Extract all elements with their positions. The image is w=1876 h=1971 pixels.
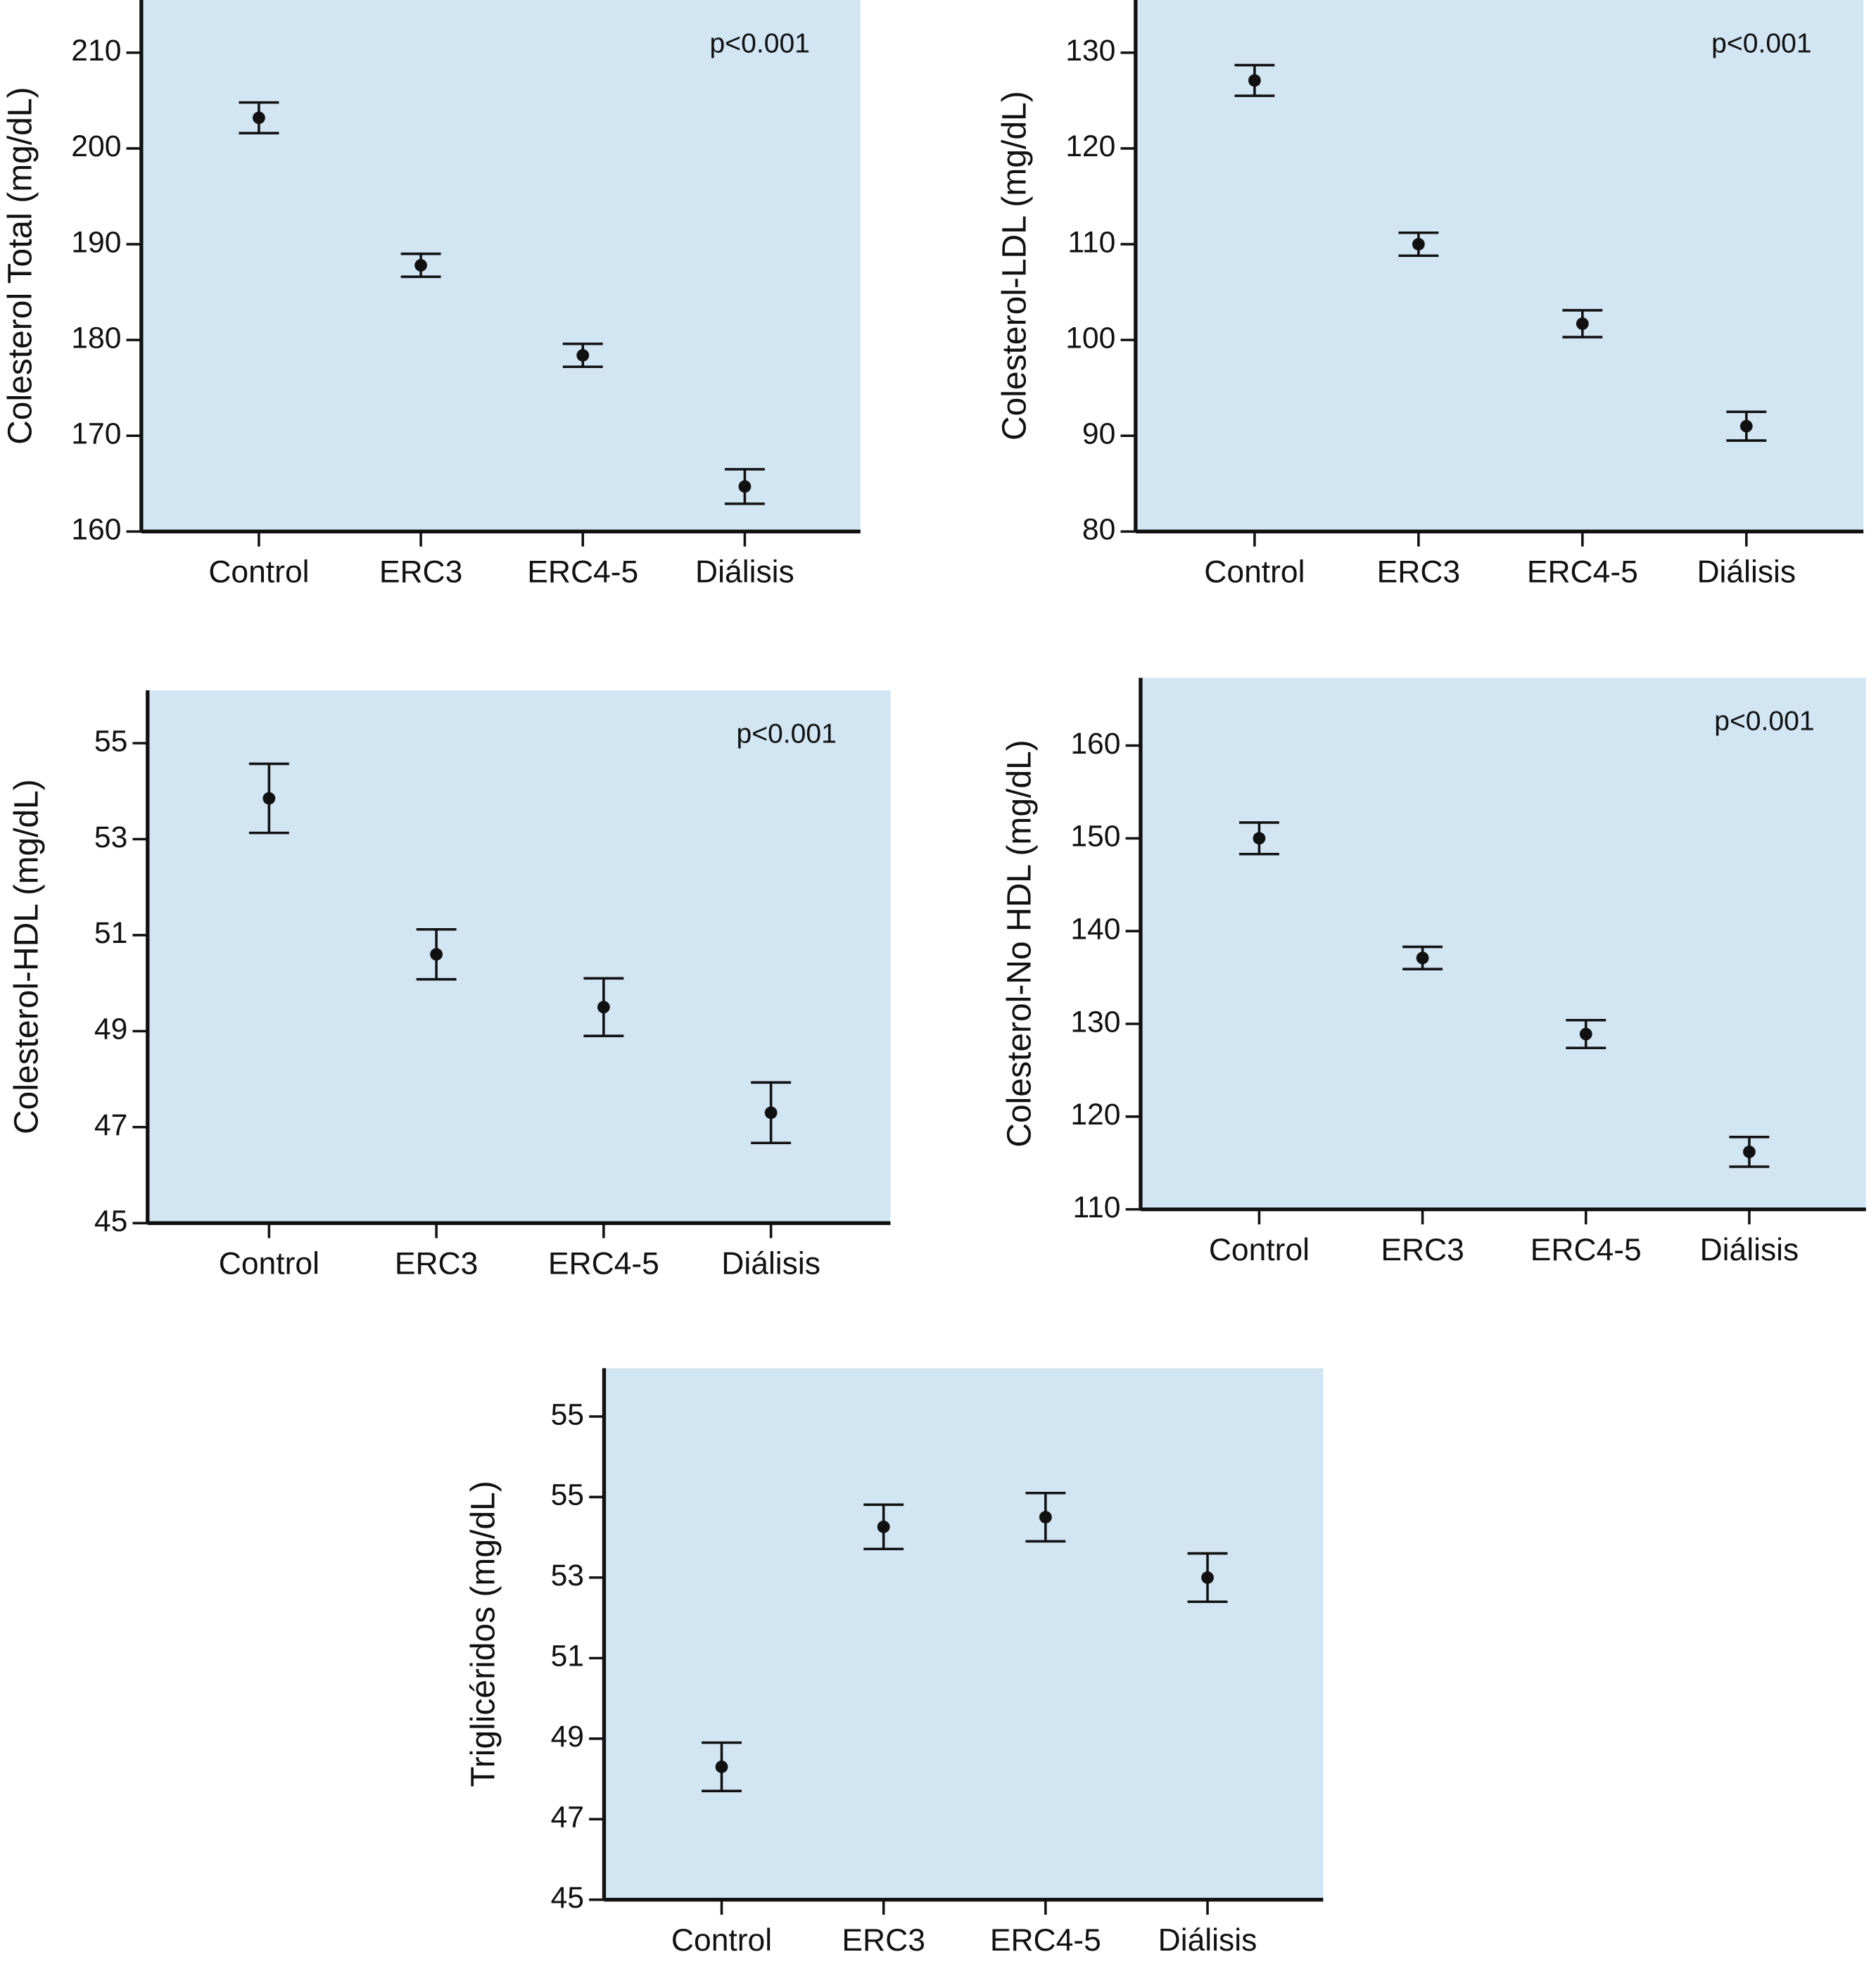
y-tick-label: 200 — [71, 129, 121, 163]
x-tick-label: ERC4-5 — [1527, 555, 1638, 590]
y-tick-label: 110 — [1072, 1191, 1120, 1224]
mean-point — [1579, 1027, 1592, 1041]
y-tick-label: 51 — [551, 1640, 584, 1673]
y-tick-label: 47 — [551, 1801, 584, 1834]
mean-point — [715, 1760, 728, 1773]
y-tick-label: 90 — [1082, 417, 1115, 451]
x-tick-label: ERC4-5 — [1530, 1233, 1642, 1267]
y-tick-label: 53 — [551, 1559, 584, 1592]
y-tick-label: 49 — [94, 1013, 127, 1046]
y-tick-label: 53 — [94, 820, 127, 854]
x-tick-label: Control — [208, 555, 309, 590]
y-tick-label: 100 — [1065, 321, 1115, 355]
x-tick-label: ERC3 — [1381, 1233, 1464, 1267]
x-tick-label: Control — [671, 1923, 772, 1958]
y-tick-label: 120 — [1065, 129, 1115, 163]
y-tick-label: 49 — [551, 1720, 584, 1754]
y-axis-label: Colesterol Total (mg/dL) — [2, 87, 39, 445]
x-tick-label: ERC3 — [379, 555, 463, 590]
y-tick-label: 120 — [1070, 1098, 1120, 1132]
y-tick-label: 47 — [94, 1108, 127, 1142]
mean-point — [1253, 832, 1266, 845]
mean-point — [877, 1520, 890, 1533]
y-tick-label: 55 — [551, 1478, 584, 1512]
y-axis-label: Colesterol-No HDL (mg/dL) — [1001, 740, 1039, 1147]
x-tick-label: ERC4-5 — [990, 1923, 1101, 1958]
y-tick-label: 140 — [1070, 912, 1120, 946]
annotation: p<0.001 — [1714, 706, 1814, 737]
mean-point — [1412, 238, 1425, 251]
plot-background — [147, 690, 891, 1224]
y-axis-label: Triglicéridos (mg/dL) — [464, 1481, 502, 1787]
y-axis-label: Colesterol-HDL (mg/dL) — [8, 779, 46, 1134]
x-tick-label: Diálisis — [1158, 1923, 1257, 1958]
y-tick-label: 150 — [1070, 820, 1120, 854]
plot-background — [604, 1368, 1324, 1900]
y-tick-label: 110 — [1067, 225, 1115, 259]
mean-point — [1739, 419, 1753, 433]
x-tick-label: Control — [1209, 1233, 1310, 1267]
mean-point — [764, 1106, 778, 1120]
mean-point — [253, 111, 265, 125]
y-tick-label: 170 — [71, 417, 121, 451]
mean-point — [430, 948, 443, 961]
y-tick-label: 55 — [551, 1398, 584, 1431]
mean-point — [262, 792, 276, 805]
y-tick-label: 160 — [71, 513, 121, 547]
x-tick-label: Control — [219, 1246, 319, 1281]
y-tick-label: 55 — [94, 724, 127, 758]
mean-point — [1743, 1146, 1756, 1158]
y-tick-label: 45 — [94, 1204, 127, 1238]
x-tick-label: ERC3 — [1377, 555, 1461, 590]
y-tick-label: 180 — [71, 321, 121, 355]
y-tick-label: 45 — [551, 1881, 584, 1915]
mean-point — [1576, 317, 1589, 330]
mean-point — [576, 349, 590, 362]
plot-background — [1140, 678, 1866, 1210]
x-tick-label: Diálisis — [1700, 1233, 1799, 1267]
y-axis-label: Colesterol-LDL (mg/dL) — [996, 91, 1034, 441]
y-tick-label: 80 — [1082, 513, 1115, 547]
plot-background — [1135, 0, 1864, 532]
mean-point — [414, 259, 427, 272]
annotation: p<0.001 — [736, 718, 836, 749]
annotation: p<0.001 — [1711, 28, 1811, 58]
mean-point — [1248, 74, 1261, 87]
mean-point — [738, 480, 752, 493]
y-tick-label: 190 — [71, 225, 121, 259]
mean-point — [1416, 951, 1429, 965]
y-tick-label: 51 — [94, 916, 127, 950]
x-tick-label: Diálisis — [695, 555, 794, 590]
y-tick-label: 160 — [1070, 727, 1120, 761]
plot-background — [141, 0, 861, 532]
x-tick-label: Diálisis — [1697, 555, 1796, 590]
x-tick-label: ERC3 — [842, 1923, 925, 1958]
x-tick-label: Control — [1204, 555, 1305, 590]
mean-point — [597, 1001, 610, 1014]
x-tick-label: ERC4-5 — [548, 1246, 659, 1281]
mean-point — [1201, 1571, 1214, 1584]
x-tick-label: ERC4-5 — [527, 555, 638, 590]
mean-point — [1039, 1511, 1052, 1523]
y-tick-label: 130 — [1065, 34, 1115, 68]
y-tick-label: 210 — [71, 34, 121, 68]
annotation: p<0.001 — [710, 28, 810, 58]
x-tick-label: ERC3 — [395, 1246, 478, 1281]
y-tick-label: 130 — [1070, 1005, 1120, 1039]
x-tick-label: Diálisis — [721, 1246, 820, 1281]
